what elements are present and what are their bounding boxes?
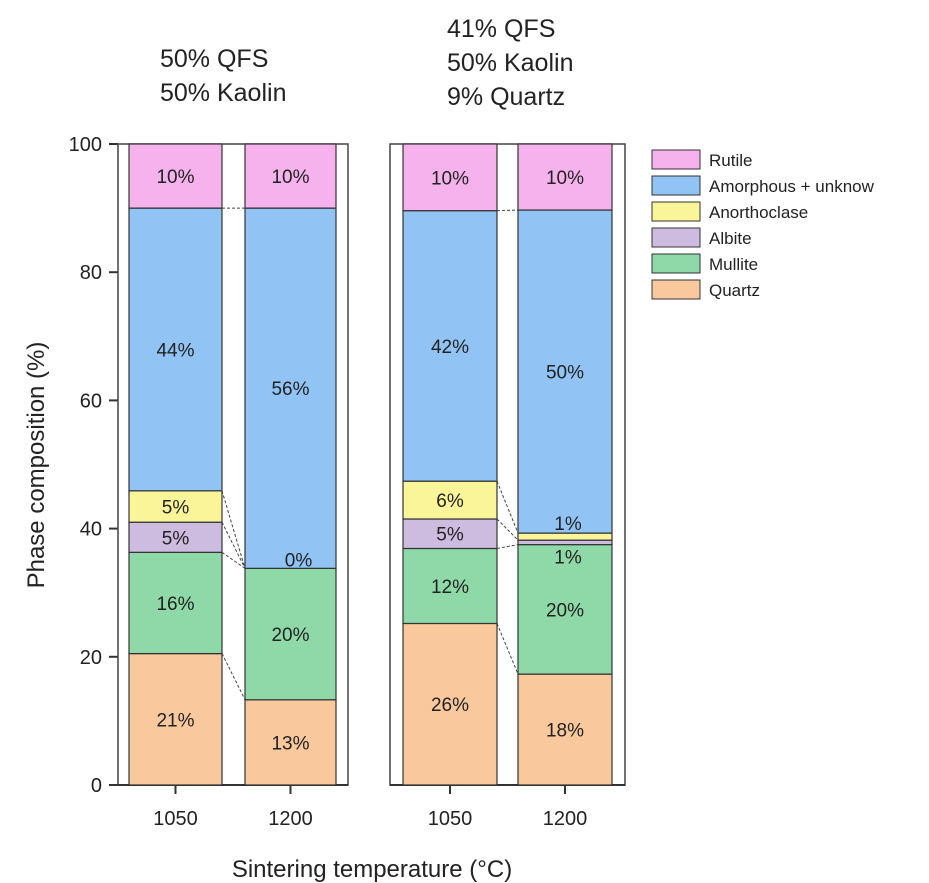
segment-label: 20% [546,600,584,621]
segment-label: 26% [431,695,469,716]
connector-line [496,518,519,541]
legend-entry: Anorthoclase [709,203,808,222]
segment-label: 5% [162,497,190,518]
segment-label: 44% [156,340,194,361]
segment-label: 5% [162,528,190,549]
legend-entry: Mullite [709,255,758,274]
legend-swatch [651,201,701,222]
segment-label: 20% [271,625,309,646]
x-tick-label: 1200 [268,808,313,830]
bar-segment-quartz [402,622,498,786]
x-tick-label: 1050 [153,808,198,830]
segment-label: 10% [271,167,309,188]
legend-swatch [651,279,701,300]
bars [128,143,613,786]
panel-2-composition-line: 50% Kaolin [447,49,574,77]
connector-line [496,480,519,534]
segment-labels: 21% 16% 5% 5% 44% 10% 13% 20% 56% 10% 0% 26% 12% 5% 6%… [156,167,584,754]
legend-entry: Rutile [709,151,752,170]
bar-segment-anorthoclase [402,480,498,520]
bar-segment-quartz [128,652,223,786]
legend-swatch [651,253,701,274]
segment-label: 21% [156,710,194,731]
segment-label: 0% [285,550,313,571]
y-tick-label: 80 [80,262,102,284]
segment-label: 12% [431,577,469,598]
bar-segment-amorphous-unknow [517,209,613,534]
segment-label: 42% [431,337,469,358]
segment-label: 13% [271,733,309,754]
connector-line [496,544,519,549]
bar-segment-mullite [517,544,613,675]
connector-line [221,521,246,569]
legend-swatch [651,149,701,170]
segment-label: 6% [436,491,464,512]
panel-2-composition-line: 9% Quartz [447,83,566,111]
bar-segment-quartz [244,699,337,786]
segment-label: 18% [546,721,584,742]
segment-label: 10% [546,168,584,189]
bar-segment-rutile [517,143,613,211]
legend-entry: Quartz [709,281,760,300]
segment-label: 5% [436,525,464,546]
bar-segment-mullite [128,551,223,655]
segment-label: 56% [271,379,309,400]
segment-label: 1% [554,548,582,569]
legend-swatch [651,227,701,248]
segment-label: 10% [431,168,469,189]
y-tick-label: 20 [80,647,102,669]
y-tick-label: 0 [91,775,102,797]
panel-2-composition: 41% QFS 50% Kaolin 9% Quartz [447,12,573,114]
legend: Rutile Amorphous + unknow Anorthoclase Albi… [651,149,875,300]
legend-entry: Amorphous + unknow [709,177,875,196]
legend-entry: Albite [709,229,752,248]
legend-swatch [651,175,701,196]
panel-1-composition-line: 50% QFS [160,45,269,73]
bar-segment-anorthoclase [128,490,223,523]
y-tick-label: 60 [80,390,102,412]
bar-segment-rutile [402,143,498,212]
y-axis-label: Phase composition (%) [23,342,50,589]
y-tick-label: 100 [69,134,102,156]
bar-segment-amorphous-unknow [402,210,498,482]
bar-segment-rutile [244,143,337,209]
x-axis-label: Sintering temperature (°C) [232,856,512,883]
segment-label: 1% [554,514,582,535]
segment-label: 16% [156,594,194,615]
connector-line [496,209,519,212]
connector-line [496,623,519,675]
bar-segment-mullite [244,567,337,701]
panel-2-composition-line: 41% QFS [447,15,556,43]
bar-segment-albite [517,539,613,546]
panel-1-composition: 50% QFS 50% Kaolin [160,42,286,110]
bar-segment-mullite [402,547,498,625]
bar-segment-amorphous-unknow [128,207,223,492]
x-tick-label: 1200 [543,808,588,830]
segment-label: 50% [546,363,584,384]
connector-line [221,490,246,569]
panel-1-composition-line: 50% Kaolin [160,79,287,107]
bar-segment-rutile [128,143,223,209]
x-tick-label: 1050 [428,808,473,830]
connector-line [221,653,246,700]
segment-label: 10% [156,167,194,188]
y-tick-label: 40 [80,519,102,541]
